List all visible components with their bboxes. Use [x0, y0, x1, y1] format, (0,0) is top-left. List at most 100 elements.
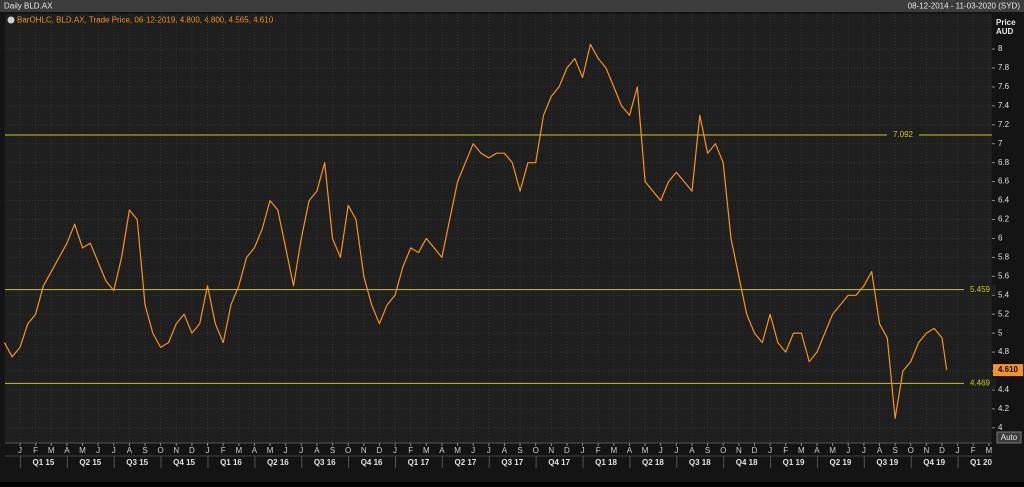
- y-tick-label: 7.8: [998, 63, 1010, 72]
- y-tick-label: 7: [998, 139, 1003, 148]
- x-tick-label: J: [18, 446, 22, 455]
- x-tick-label: J: [862, 446, 866, 455]
- x-tick-label: J: [768, 446, 772, 455]
- quarter-label: Q1 20: [970, 458, 992, 467]
- quarter-label: Q3 17: [501, 458, 523, 467]
- quarter-label: Q1 18: [595, 458, 617, 467]
- level-label: 7.092: [893, 130, 914, 139]
- y-tick-label: 8: [998, 44, 1003, 53]
- y-tick-label: 5.4: [998, 290, 1010, 299]
- x-tick-label: A: [439, 446, 445, 455]
- x-tick-label: J: [206, 446, 210, 455]
- x-tick-label: J: [487, 446, 491, 455]
- quarter-label: Q2 16: [267, 458, 289, 467]
- x-tick-label: J: [659, 446, 663, 455]
- plot-area: [5, 14, 992, 443]
- x-tick-label: O: [533, 446, 539, 455]
- x-tick-label: J: [674, 446, 678, 455]
- level-label-bg: [964, 378, 996, 389]
- y-tick-label: 4.4: [998, 385, 1010, 394]
- quarter-label: Q3 19: [876, 458, 898, 467]
- level-label-bg: [887, 130, 919, 141]
- y-tick-label: 7.4: [998, 101, 1010, 110]
- last-value-box: [993, 364, 1023, 377]
- x-tick-label: F: [408, 446, 413, 455]
- x-tick-label: J: [299, 446, 303, 455]
- quarter-label: Q2 17: [454, 458, 476, 467]
- x-tick-label: M: [235, 446, 242, 455]
- x-tick-label: M: [454, 446, 461, 455]
- y-tick-label: 5.2: [998, 309, 1010, 318]
- x-tick-label: J: [96, 446, 100, 455]
- x-tick-label: O: [345, 446, 351, 455]
- x-tick-label: S: [705, 446, 710, 455]
- x-tick-label: O: [158, 446, 164, 455]
- y-tick-label: 4.2: [998, 404, 1010, 413]
- y-tick-label: 5.8: [998, 252, 1010, 261]
- x-tick-label: S: [517, 446, 522, 455]
- x-tick-label: A: [127, 446, 133, 455]
- quarter-label: Q1 16: [220, 458, 242, 467]
- quarter-label: Q4 18: [736, 458, 758, 467]
- y-axis-label: Price: [996, 18, 1016, 27]
- x-tick-label: A: [64, 446, 70, 455]
- level-label: 4.469: [970, 379, 991, 388]
- auto-button-label[interactable]: Auto: [1001, 433, 1018, 442]
- quarter-label: Q3 15: [126, 458, 148, 467]
- x-tick-label: J: [112, 446, 116, 455]
- x-tick-label: M: [798, 446, 805, 455]
- x-tick-label: J: [956, 446, 960, 455]
- price-line: [3, 43, 948, 419]
- x-tick-label: F: [783, 446, 788, 455]
- x-tick-label: D: [752, 446, 758, 455]
- y-tick-label: 6.2: [998, 215, 1010, 224]
- y-tick-label: 5: [998, 328, 1003, 337]
- quarter-label: Q2 18: [642, 458, 664, 467]
- x-tick-label: M: [642, 446, 649, 455]
- x-tick-label: M: [48, 446, 55, 455]
- date-range: 08-12-2014 - 11-03-2020 (SYD): [908, 2, 1021, 11]
- header-bar: [0, 0, 1024, 12]
- x-tick-label: D: [377, 446, 383, 455]
- x-tick-label: D: [564, 446, 570, 455]
- x-tick-label: F: [971, 446, 976, 455]
- x-tick-label: J: [581, 446, 585, 455]
- x-tick-label: A: [314, 446, 320, 455]
- x-tick-label: N: [361, 446, 367, 455]
- x-tick-label: J: [393, 446, 397, 455]
- quarter-label: Q2 15: [79, 458, 101, 467]
- level-label-bg: [964, 284, 996, 295]
- quarter-label: Q3 16: [314, 458, 336, 467]
- quarter-label: Q1 15: [33, 458, 55, 467]
- x-tick-label: S: [330, 446, 335, 455]
- quarter-label: Q2 19: [830, 458, 852, 467]
- y-axis-unit: AUD: [996, 27, 1014, 36]
- quarter-label: Q3 18: [689, 458, 711, 467]
- x-tick-label: A: [877, 446, 883, 455]
- x-tick-label: N: [548, 446, 554, 455]
- x-tick-label: A: [252, 446, 258, 455]
- y-tick-label: 7.6: [998, 82, 1010, 91]
- x-tick-label: F: [596, 446, 601, 455]
- y-tick-label: 4: [998, 423, 1003, 432]
- quarter-label: Q1 19: [783, 458, 805, 467]
- quarter-label: Q4 16: [361, 458, 383, 467]
- quarter-label: Q4 15: [173, 458, 195, 467]
- x-tick-label: S: [892, 446, 897, 455]
- y-tick-label: 6.6: [998, 177, 1010, 186]
- x-tick-label: N: [923, 446, 929, 455]
- auto-button[interactable]: [996, 431, 1022, 444]
- x-tick-label: M: [267, 446, 274, 455]
- legend-icon: [7, 16, 15, 24]
- chart-title: Daily BLD.AX: [4, 2, 53, 11]
- quarter-label: Q1 17: [408, 458, 430, 467]
- quarter-label: Q4 19: [923, 458, 945, 467]
- x-tick-label: J: [471, 446, 475, 455]
- x-tick-label: M: [610, 446, 617, 455]
- x-tick-label: A: [689, 446, 695, 455]
- x-tick-label: M: [423, 446, 430, 455]
- y-tick-label: 7.2: [998, 120, 1010, 129]
- y-tick-label: 4.8: [998, 347, 1010, 356]
- x-tick-label: J: [846, 446, 850, 455]
